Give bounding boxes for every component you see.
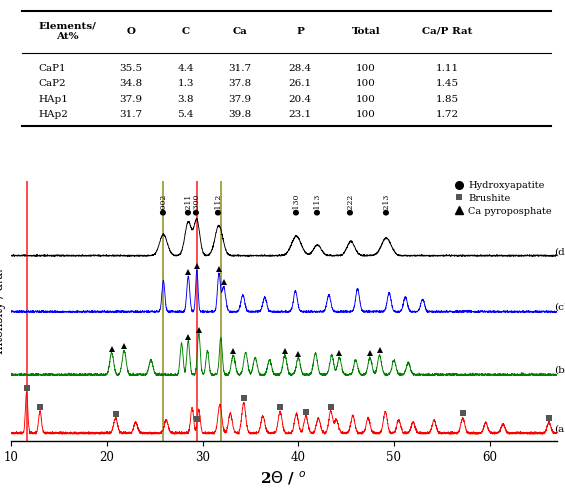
Text: HAp2: HAp2 xyxy=(38,110,68,119)
Text: 5.4: 5.4 xyxy=(177,110,194,119)
Text: 20.4: 20.4 xyxy=(289,95,312,103)
Text: 1.11: 1.11 xyxy=(436,64,459,74)
Text: 3.8: 3.8 xyxy=(177,95,194,103)
Text: CaP1: CaP1 xyxy=(38,64,66,74)
Text: ●222: ●222 xyxy=(347,194,355,215)
Text: 37.9: 37.9 xyxy=(229,95,252,103)
Text: 37.8: 37.8 xyxy=(229,79,252,89)
Text: Elements/
At%: Elements/ At% xyxy=(38,22,97,41)
Text: Ca: Ca xyxy=(233,27,247,36)
Text: ●300: ●300 xyxy=(193,194,201,215)
Text: 26.1: 26.1 xyxy=(289,79,312,89)
Text: (a): (a) xyxy=(555,424,565,434)
X-axis label: 2$\Theta$ / $^o$: 2$\Theta$ / $^o$ xyxy=(260,469,307,487)
Text: 100: 100 xyxy=(356,79,376,89)
Text: 100: 100 xyxy=(356,64,376,74)
Text: 23.1: 23.1 xyxy=(289,110,312,119)
Text: Total: Total xyxy=(351,27,380,36)
Text: ●130: ●130 xyxy=(292,194,301,215)
Text: 1.85: 1.85 xyxy=(436,95,459,103)
Text: ●002: ●002 xyxy=(159,194,167,215)
Text: 34.8: 34.8 xyxy=(120,79,143,89)
Text: 1.45: 1.45 xyxy=(436,79,459,89)
Text: 31.7: 31.7 xyxy=(120,110,143,119)
Text: (c): (c) xyxy=(555,303,565,312)
Text: 37.9: 37.9 xyxy=(120,95,143,103)
Text: 39.8: 39.8 xyxy=(229,110,252,119)
Text: O: O xyxy=(127,27,136,36)
Text: ●211: ●211 xyxy=(184,194,192,215)
Text: CaP2: CaP2 xyxy=(38,79,66,89)
Y-axis label: Intensity / a.u.: Intensity / a.u. xyxy=(0,268,6,354)
Text: 1.3: 1.3 xyxy=(177,79,194,89)
Legend: Hydroxyapatite, Brushite, Ca pyroposphate: Hydroxyapatite, Brushite, Ca pyroposphat… xyxy=(455,181,551,216)
Text: 31.7: 31.7 xyxy=(229,64,252,74)
Text: ●112: ●112 xyxy=(215,194,223,215)
Text: 35.5: 35.5 xyxy=(120,64,143,74)
Text: 100: 100 xyxy=(356,110,376,119)
Text: 1.72: 1.72 xyxy=(436,110,459,119)
Text: 4.4: 4.4 xyxy=(177,64,194,74)
Text: HAp1: HAp1 xyxy=(38,95,68,103)
Text: ●213: ●213 xyxy=(383,194,390,215)
Text: ●113: ●113 xyxy=(314,194,321,215)
Text: C: C xyxy=(182,27,190,36)
Text: (d): (d) xyxy=(555,247,565,256)
Text: Ca/P Rat: Ca/P Rat xyxy=(422,27,473,36)
Text: (b): (b) xyxy=(555,366,565,375)
Text: 100: 100 xyxy=(356,95,376,103)
Text: P: P xyxy=(296,27,304,36)
Text: 28.4: 28.4 xyxy=(289,64,312,74)
